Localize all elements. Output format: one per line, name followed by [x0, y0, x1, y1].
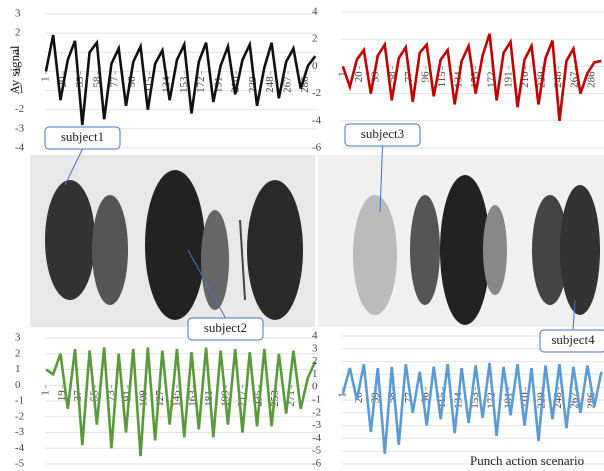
x-tick-label: 1	[336, 71, 348, 77]
x-tick-label: 58	[386, 71, 398, 83]
x-tick-label: 96	[419, 392, 431, 404]
y-tick-label: -2	[312, 406, 321, 418]
subject-label: subject4	[551, 332, 595, 347]
x-tick-label: 58	[386, 392, 398, 404]
x-tick-label: 20	[353, 392, 365, 404]
y-tick-label: -4	[15, 442, 25, 454]
y-tick-label: 2	[312, 355, 318, 367]
y-tick-label: -3	[15, 122, 25, 134]
y-tick-label: -4	[15, 142, 25, 154]
x-tick-label: 19	[56, 390, 68, 402]
data-line	[341, 33, 602, 121]
x-tick-label: 267	[282, 76, 294, 93]
y-tick-label: 0	[15, 379, 21, 391]
label-box	[344, 123, 421, 147]
x-tick-label: 1	[39, 76, 51, 82]
label-pointer	[187, 249, 226, 319]
y-tick-label: 2	[15, 347, 21, 359]
label-box	[187, 317, 264, 341]
y-tick-label: 3	[312, 342, 318, 354]
y-tick-label: -2	[312, 87, 321, 99]
x-tick-label: 73	[105, 390, 117, 402]
y-tick-label: -2	[15, 410, 24, 422]
x-tick-label: 39	[370, 71, 382, 83]
y-tick-label: 1	[15, 46, 21, 58]
y-tick-label: 4	[312, 330, 318, 342]
y-tick-label: 0	[312, 60, 318, 72]
y-tick-label: 2	[312, 33, 318, 45]
x-tick-label: 91	[121, 390, 133, 401]
y-tick-label: -5	[15, 458, 25, 470]
y-tick-label: -1	[15, 84, 24, 96]
x-tick-label: 39	[74, 76, 86, 88]
x-tick-label: 96	[126, 76, 138, 88]
y-tick-label: 1	[15, 363, 21, 375]
y-tick-label: 0	[15, 65, 21, 77]
y-tick-label: 0	[312, 381, 318, 393]
x-tick-label: 20	[353, 71, 365, 83]
y-tick-label: 1	[312, 368, 318, 380]
y-tick-label: -4	[312, 114, 322, 126]
y-tick-label: -6	[312, 458, 322, 470]
data-line	[44, 34, 317, 126]
label-pointer	[64, 148, 83, 186]
y-tick-label: -3	[15, 426, 25, 438]
y-tick-label: 3	[15, 332, 21, 344]
x-tick-label: 1	[336, 392, 348, 398]
subject-label: subject1	[61, 129, 104, 144]
photo-left	[30, 155, 315, 327]
x-tick-label: 248	[264, 76, 276, 93]
label-pointer	[572, 299, 576, 331]
x-tick-label: 172	[195, 76, 207, 93]
y-tick-label: -1	[312, 394, 321, 406]
photo-right	[318, 155, 604, 327]
y-tick-label: 3	[15, 8, 21, 20]
y-tick-label: -5	[312, 445, 322, 457]
x-tick-label: 286	[585, 71, 597, 88]
x-tick-label: 191	[502, 71, 514, 88]
label-pointer	[379, 145, 383, 213]
x-tick-label: 77	[109, 76, 121, 88]
x-tick-label: 96	[419, 71, 431, 83]
x-tick-label: 58	[91, 76, 103, 88]
data-line	[45, 347, 317, 457]
y-tick-label: -3	[312, 419, 322, 431]
y-tick-label: -2	[15, 103, 24, 115]
y-tick-label: 2	[15, 27, 21, 39]
y-tick-label: -4	[312, 432, 322, 444]
data-line	[341, 362, 603, 454]
y-tick-label: -6	[312, 142, 322, 154]
subject-label: subject3	[361, 126, 404, 141]
subject-label: subject2	[204, 320, 247, 335]
x-tick-label: 77	[403, 392, 415, 404]
x-tick-label: 1	[39, 390, 51, 396]
y-axis-label: Ay signal	[7, 45, 22, 94]
label-box	[44, 126, 121, 150]
caption: Punch action scenario	[470, 453, 584, 468]
y-tick-label: 4	[312, 6, 318, 18]
label-box	[539, 329, 604, 353]
y-tick-label: -1	[15, 395, 24, 407]
